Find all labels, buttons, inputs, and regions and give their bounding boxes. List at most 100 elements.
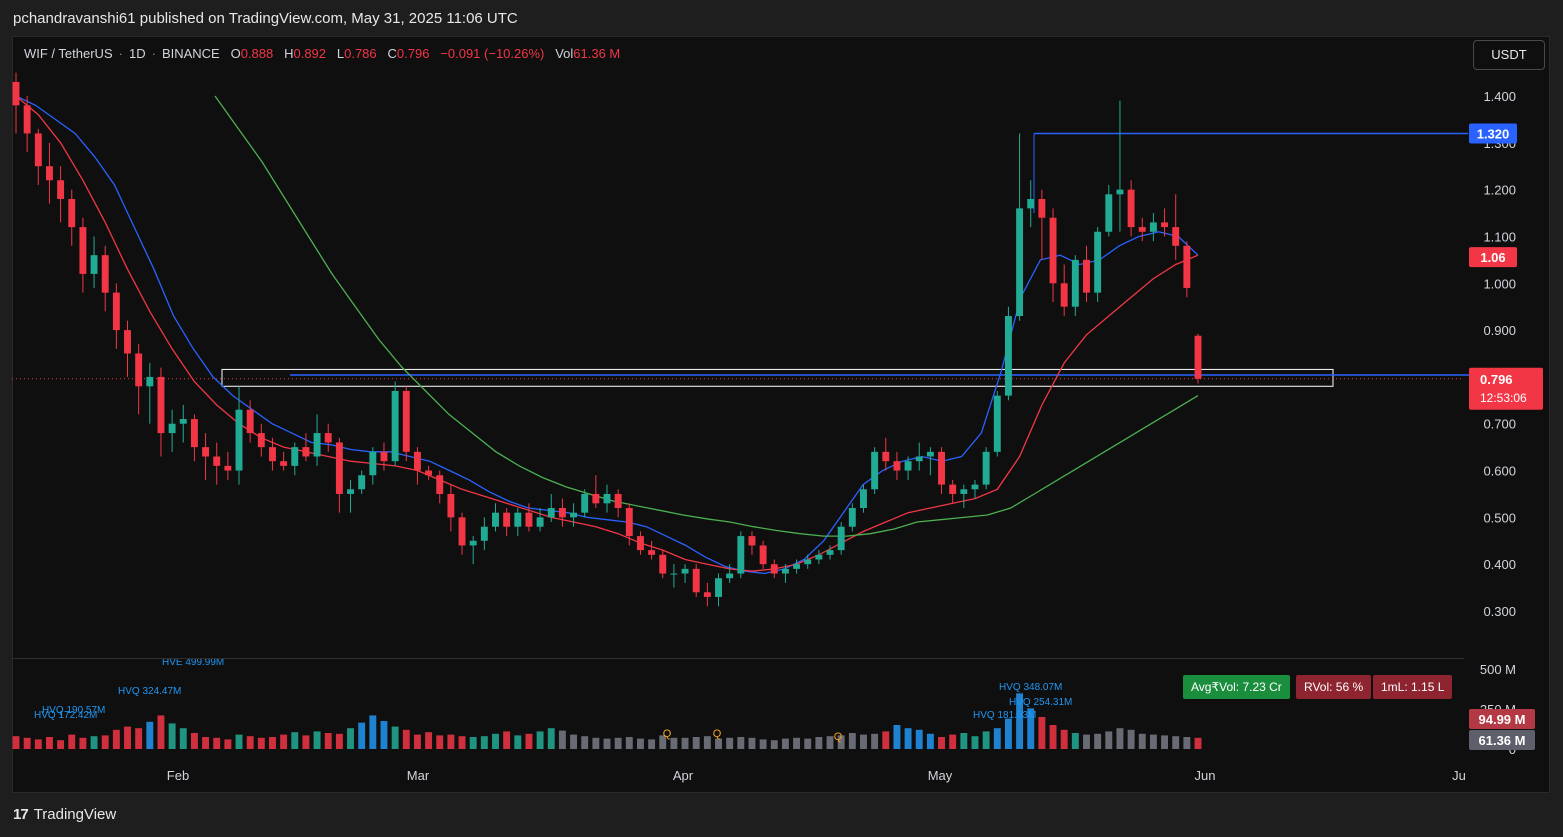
legend-open: 0.888 — [240, 46, 274, 61]
volume-bar — [536, 731, 544, 749]
volume-bar — [1138, 733, 1146, 749]
volume-bar — [904, 728, 912, 749]
candle-body — [347, 489, 354, 494]
candle-body — [269, 447, 276, 462]
candle-body — [636, 536, 644, 551]
price-marker-ma: 1.06 — [1480, 250, 1505, 265]
volume-bar — [1083, 734, 1090, 749]
published-text: pchandravanshi61 published on TradingVie… — [13, 10, 518, 27]
volume-bar — [715, 738, 722, 749]
candle-body — [670, 573, 678, 575]
volume-bar — [436, 735, 444, 749]
candle-body — [436, 475, 444, 494]
candle-body — [692, 568, 700, 593]
candle-body — [369, 451, 377, 476]
candle-body — [726, 573, 734, 579]
candle-body — [45, 166, 53, 181]
candle-body — [1038, 199, 1046, 218]
candle-body — [1194, 335, 1202, 379]
volume-bar — [313, 731, 321, 749]
ma-mid-line — [15, 95, 1199, 572]
price-axis-tick: 0.900 — [1483, 323, 1516, 338]
volume-bar — [770, 740, 778, 749]
volume-bar — [469, 737, 477, 749]
volume-bar — [302, 735, 310, 749]
candle-body — [1149, 222, 1157, 232]
legend-change: −0.091 (−10.26%) — [440, 46, 545, 61]
volume-bar — [547, 728, 555, 749]
volume-bar — [235, 734, 243, 749]
volume-label: HVE 499.99M — [162, 657, 224, 668]
volume-bar — [291, 732, 299, 749]
candle-body — [1027, 199, 1035, 209]
volume-bar — [1071, 733, 1079, 749]
volume-bar — [380, 721, 388, 749]
volume-bar — [157, 715, 165, 749]
symbol-legend[interactable]: WIF / TetherUS · 1D · BINANCE O0.888 H0.892 … — [24, 46, 621, 61]
volume-bar — [703, 736, 711, 749]
volume-bar — [815, 737, 823, 749]
volume-bar — [1094, 733, 1102, 749]
legend-high: 0.892 — [293, 46, 327, 61]
volume-bar — [525, 733, 533, 749]
candle-body — [79, 227, 87, 274]
candle-body — [770, 564, 778, 574]
price-marker-high-bg — [1469, 123, 1517, 144]
candle-body — [458, 517, 466, 546]
candle-body — [391, 390, 399, 462]
chart-pane[interactable] — [12, 36, 1550, 793]
candle-body — [614, 493, 622, 508]
candle-body — [101, 255, 109, 293]
legend-volume: 61.36 M — [573, 46, 621, 61]
price-axis-tick: 0.500 — [1483, 510, 1516, 525]
candle-body — [1049, 217, 1057, 284]
volume-bar — [681, 737, 689, 749]
price-countdown: 12:53:06 — [1480, 391, 1527, 405]
ma-fast-line — [15, 95, 1199, 575]
volume-bar — [737, 737, 745, 749]
volume-bar — [871, 733, 879, 749]
volume-bar — [269, 737, 276, 749]
candle-body — [135, 353, 143, 387]
candle-body — [413, 451, 421, 471]
price-marker-high: 1.320 — [1477, 126, 1510, 141]
volume-bar — [425, 732, 433, 749]
tradingview-logo[interactable]: 17 TradingView — [13, 806, 116, 823]
candle-body — [1083, 259, 1090, 293]
candle-body — [302, 447, 310, 457]
price-axis-tick: 0.400 — [1483, 557, 1516, 572]
candle-body — [57, 180, 65, 199]
volume-bar — [804, 738, 812, 749]
price-marker-last-bg — [1469, 367, 1543, 410]
candle-body — [469, 540, 477, 546]
legend-interval: 1D — [128, 46, 146, 61]
volume-bar — [860, 734, 867, 749]
volume-bar — [659, 735, 667, 749]
volume-bar — [202, 737, 210, 749]
candle-body — [492, 512, 499, 527]
volume-bar — [101, 735, 109, 749]
volume-bar — [324, 733, 332, 749]
candle-body — [313, 433, 321, 457]
legend-close: 0.796 — [396, 46, 430, 61]
volume-bar — [982, 731, 990, 749]
avg-volume-badge: Avg₹Vol: 7.23 Cr — [1183, 675, 1290, 699]
rvol-badge: RVol: 56 % — [1296, 675, 1372, 699]
candle-body — [737, 536, 745, 574]
time-axis-label: Ju — [1452, 768, 1466, 783]
candle-body — [815, 554, 823, 560]
volume-label: HVQ 324.47M — [118, 686, 181, 697]
legend-high-label: H — [284, 46, 294, 61]
candle-body — [804, 559, 812, 565]
currency-button[interactable]: USDT — [1473, 40, 1545, 70]
candle-body — [1172, 227, 1180, 246]
pane-separator[interactable] — [12, 658, 1464, 659]
candle-body — [581, 493, 589, 513]
candle-body — [759, 545, 767, 565]
volume-bar — [781, 738, 789, 749]
volume-bar — [1172, 736, 1180, 749]
candle-body — [1183, 245, 1191, 288]
volume-bar — [1027, 708, 1035, 749]
legend-symbol[interactable]: WIF / TetherUS — [24, 46, 113, 61]
